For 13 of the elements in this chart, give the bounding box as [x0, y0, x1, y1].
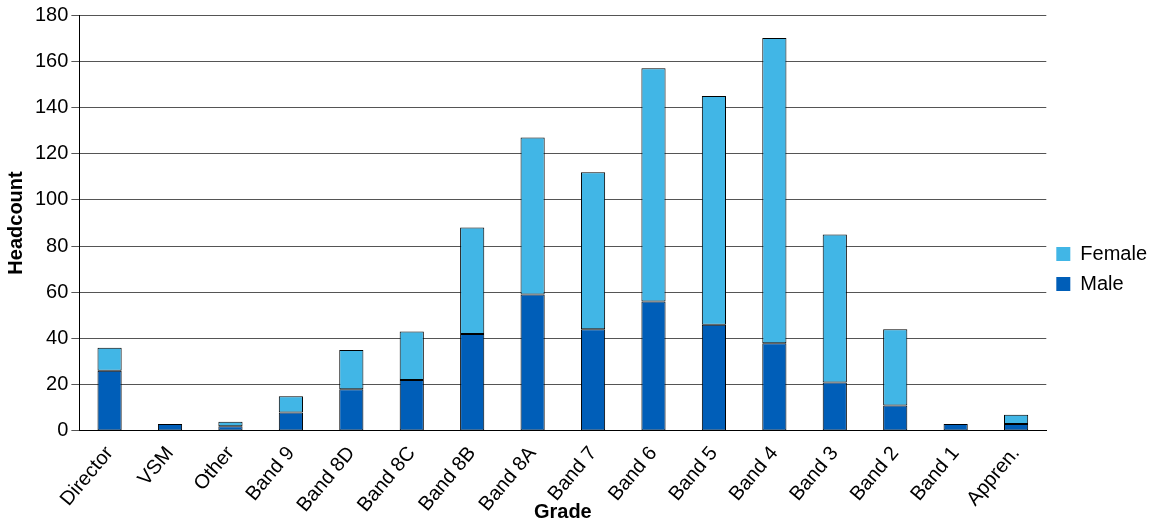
legend-label: Male: [1080, 271, 1124, 294]
y-tick-label: 140: [34, 94, 69, 117]
legend-label: Female: [1080, 241, 1148, 264]
y-tick-label: 100: [34, 187, 69, 210]
y-axis-title: Headcount: [3, 170, 26, 275]
y-tick-label: 0: [57, 418, 69, 441]
y-tick-label: 80: [46, 233, 69, 256]
y-tick-label: 120: [34, 141, 69, 164]
y-tick-label: 20: [46, 372, 69, 395]
y-tick-label: 160: [34, 48, 69, 71]
y-tick-label: 180: [34, 2, 69, 25]
y-tick-label: 40: [46, 326, 69, 349]
y-tick-label: 60: [46, 279, 69, 302]
